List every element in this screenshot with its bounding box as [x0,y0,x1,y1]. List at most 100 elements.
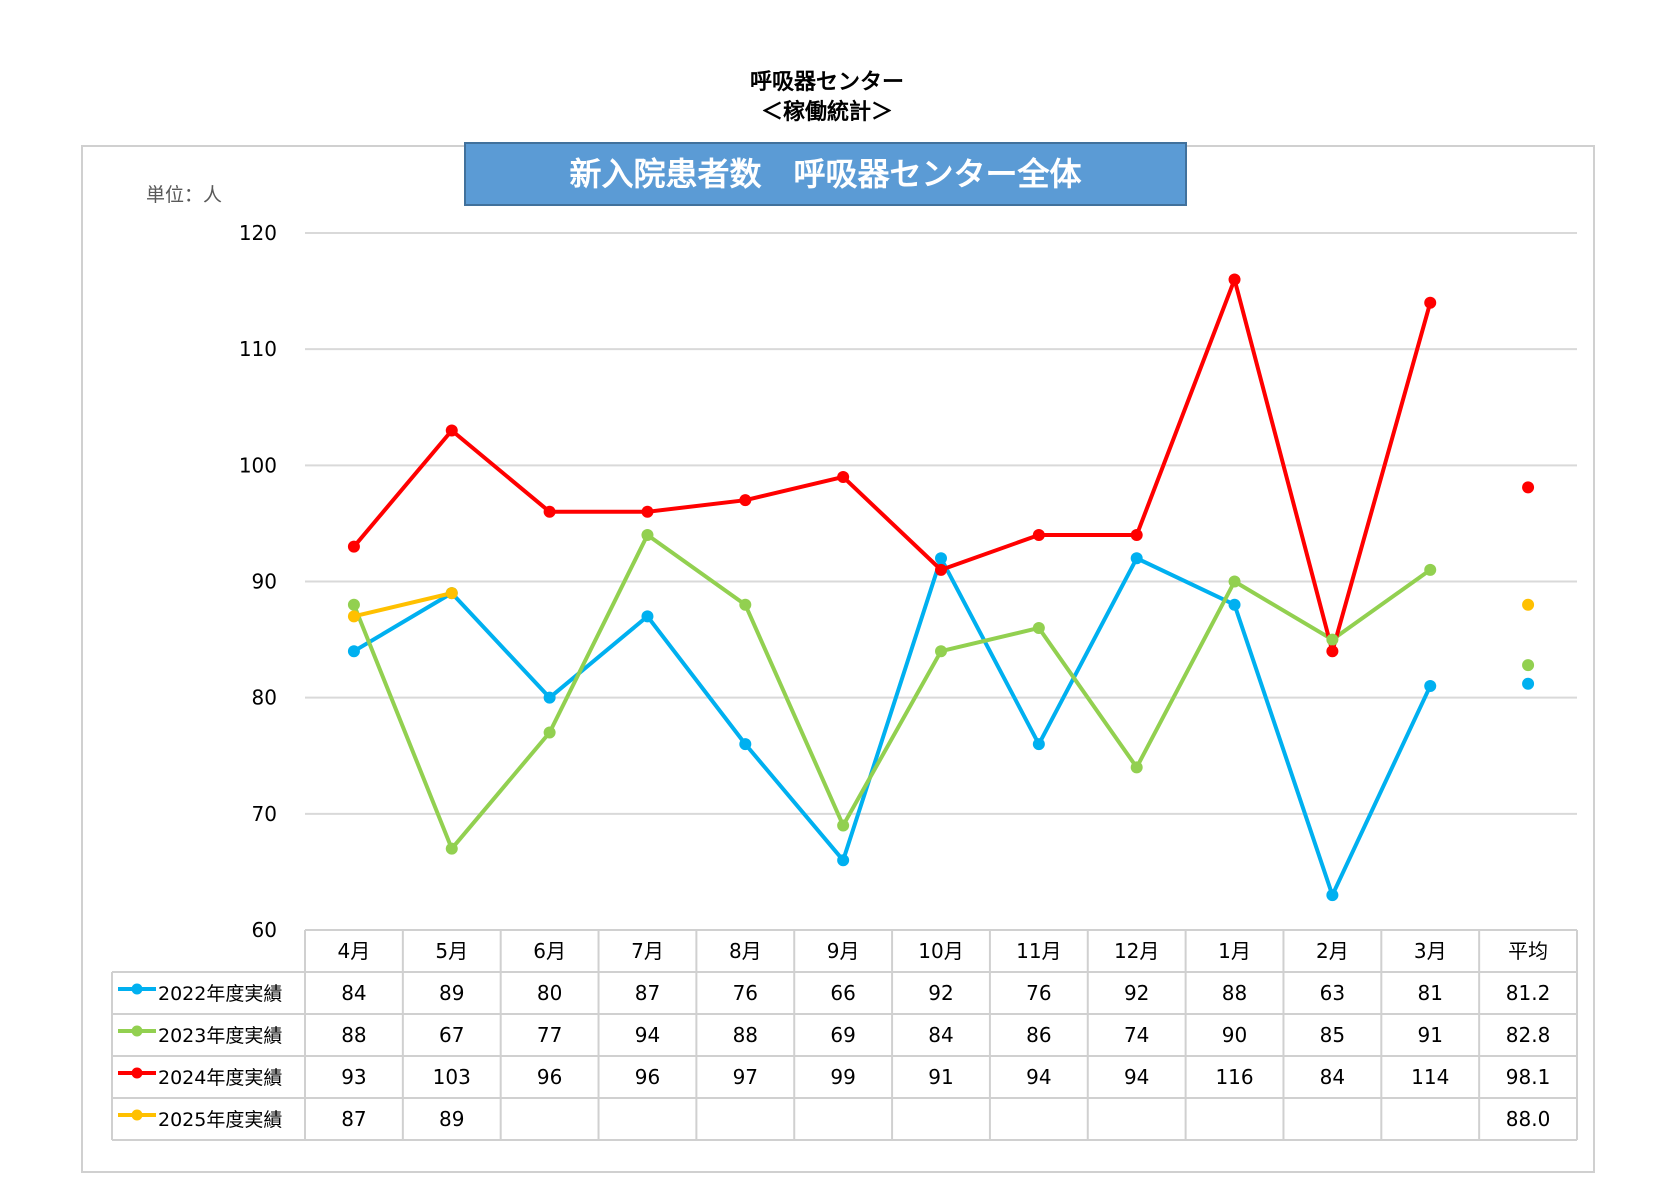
y-tick-label: 100 [239,453,277,477]
table-cell: 87 [341,1107,366,1131]
table-cell: 89 [439,981,464,1005]
table-cell: 99 [830,1065,855,1089]
data-point [347,598,360,611]
x-tick-label: 1月 [1218,939,1251,963]
table-cell-average: 88.0 [1506,1107,1551,1131]
table-cell: 84 [928,1023,953,1047]
legend-label: 2024年度実績 [158,1067,282,1089]
table-cell: 94 [635,1023,660,1047]
data-point [445,587,458,600]
x-tick-label: 8月 [729,939,762,963]
legend-key-marker [131,1025,143,1037]
legend-label: 2023年度実績 [158,1025,282,1047]
data-point [935,552,947,565]
table-cell: 91 [1418,1023,1443,1047]
data-point [1032,529,1045,542]
data-point [837,854,850,867]
data-point [445,842,458,855]
data-point [1228,273,1241,286]
table-cell: 91 [928,1065,953,1089]
y-tick-label: 110 [239,337,277,361]
data-point [1228,598,1241,611]
table-cell: 67 [439,1023,464,1047]
y-tick-label: 80 [252,686,277,710]
data-point [1424,563,1437,576]
x-tick-label: 7月 [631,939,664,963]
series-line [353,591,453,619]
average-point [1522,481,1535,494]
table-cell: 93 [341,1065,366,1089]
data-point [739,738,752,751]
table-cell: 88 [341,1023,366,1047]
table-cell: 88 [733,1023,758,1047]
table-cell: 96 [635,1065,660,1089]
data-point [1326,633,1339,646]
series-line [352,277,1433,654]
page-title: 呼吸器センター [749,70,904,95]
table-cell: 94 [1124,1065,1149,1089]
series-line [352,556,1433,898]
data-point [1228,575,1241,588]
average-point [1522,598,1535,611]
legend-key-marker [131,1109,143,1121]
table-cell: 74 [1124,1023,1149,1047]
table-cell: 90 [1222,1023,1247,1047]
x-tick-label: 2月 [1316,939,1349,963]
chart-title-banner: 新入院患者数 呼吸器センター全体 [464,142,1187,206]
data-point [1424,296,1437,309]
x-tick-label: 5月 [435,939,468,963]
data-point [445,424,458,437]
data-point [837,819,850,832]
table-cell: 69 [830,1023,855,1047]
series-points [347,273,1535,902]
table-cell: 76 [733,981,758,1005]
data-point [347,645,360,658]
x-tick-label: 11月 [1016,939,1061,963]
table-cell: 96 [537,1065,562,1089]
x-tick-label: 3月 [1414,939,1447,963]
legend-label: 2025年度実績 [158,1109,282,1131]
table-cell: 89 [439,1107,464,1131]
table-cell: 116 [1215,1065,1253,1089]
table-cell: 114 [1411,1065,1449,1089]
data-point [1130,552,1143,565]
table-cell: 94 [1026,1065,1051,1089]
legend-key-marker [131,983,143,995]
table-cell: 84 [341,981,366,1005]
x-tick-label: 9月 [827,939,860,963]
x-tick-label: 6月 [533,939,566,963]
table-cell: 92 [1124,981,1149,1005]
y-tick-label: 70 [252,802,277,826]
data-table: 4月 5月 6月 7月 8月 9月 10月 11月 12月 1月 2月 3月 平均 2022年度実績 84 8… [111,929,1578,1141]
data-point [1032,738,1045,751]
data-point [641,505,654,518]
table-cell: 84 [1320,1065,1345,1089]
gridlines [305,232,1577,815]
data-point [935,645,947,658]
data-point [543,726,556,739]
table-cell: 80 [537,981,562,1005]
series-line [352,533,1432,851]
series-lines [352,277,1433,898]
average-point [1522,677,1535,690]
table-cell: 66 [830,981,855,1005]
average-header: 平均 [1508,939,1548,963]
x-tick-label: 4月 [338,939,371,963]
data-point [935,563,947,576]
table-cell-average: 98.1 [1506,1065,1551,1089]
x-tick-label: 12月 [1114,939,1159,963]
table-cell: 63 [1320,981,1345,1005]
data-point [543,691,556,704]
table-cell: 86 [1026,1023,1051,1047]
y-tick-label: 90 [252,570,277,594]
table-cell: 77 [537,1023,562,1047]
table-cell: 87 [635,981,660,1005]
unit-label: 単位：人 [146,184,223,206]
data-point [739,494,752,507]
data-point [641,610,654,623]
y-tick-label: 120 [239,221,277,245]
average-point [1522,659,1535,672]
legend-key-marker [131,1067,143,1079]
table-cell: 103 [433,1065,471,1089]
